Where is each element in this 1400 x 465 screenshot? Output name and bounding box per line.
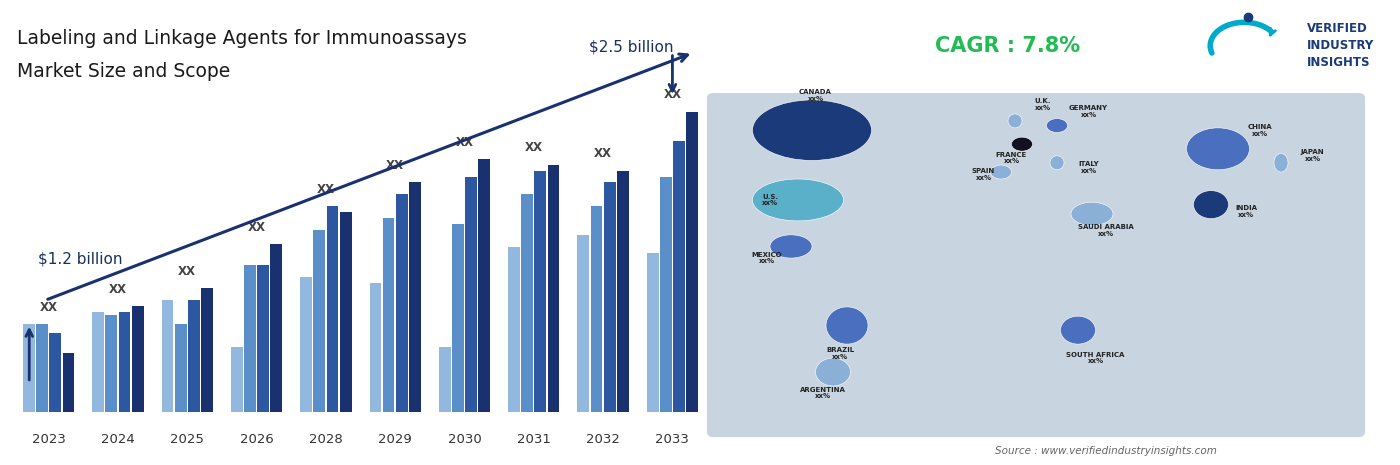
Text: XX: XX: [594, 147, 612, 160]
Ellipse shape: [753, 179, 843, 221]
Bar: [659, 177, 672, 412]
Text: 2030: 2030: [448, 433, 482, 446]
Bar: [132, 306, 144, 412]
Text: 2025: 2025: [171, 433, 204, 446]
Text: Labeling and Linkage Agents for Immunoassays: Labeling and Linkage Agents for Immunoas…: [17, 29, 468, 48]
Text: 2033: 2033: [655, 433, 689, 446]
Bar: [22, 324, 35, 412]
Text: XX: XX: [664, 88, 682, 101]
Bar: [603, 182, 616, 412]
Text: CANADA
xx%: CANADA xx%: [799, 89, 832, 102]
Text: SOUTH AFRICA
xx%: SOUTH AFRICA xx%: [1067, 352, 1124, 365]
Bar: [105, 315, 118, 412]
Text: 2024: 2024: [101, 433, 134, 446]
Text: 2032: 2032: [587, 433, 620, 446]
Ellipse shape: [991, 165, 1011, 179]
Ellipse shape: [753, 100, 871, 160]
Bar: [340, 212, 351, 412]
Text: $2.5 billion: $2.5 billion: [589, 40, 673, 54]
Bar: [49, 332, 62, 412]
Text: XX: XX: [386, 159, 405, 172]
Text: $1.2 billion: $1.2 billion: [38, 252, 123, 266]
Bar: [686, 112, 699, 412]
Bar: [409, 182, 421, 412]
Bar: [314, 230, 325, 412]
Bar: [508, 247, 519, 412]
Text: INDIA
xx%: INDIA xx%: [1235, 205, 1257, 218]
Bar: [36, 324, 48, 412]
Bar: [591, 206, 602, 412]
Bar: [175, 324, 186, 412]
Bar: [231, 347, 242, 412]
Ellipse shape: [1193, 191, 1229, 219]
Bar: [438, 347, 451, 412]
Text: XX: XX: [248, 221, 266, 234]
Ellipse shape: [1187, 128, 1249, 170]
Text: Market Size and Scope: Market Size and Scope: [17, 61, 231, 80]
Text: XX: XX: [525, 141, 543, 154]
Ellipse shape: [1008, 114, 1022, 128]
Bar: [382, 218, 395, 412]
Bar: [547, 165, 560, 412]
Bar: [673, 141, 685, 412]
Bar: [521, 194, 533, 412]
Bar: [244, 265, 256, 412]
Bar: [617, 171, 629, 412]
Bar: [188, 300, 200, 412]
Text: 2031: 2031: [517, 433, 550, 446]
Ellipse shape: [770, 235, 812, 258]
Text: VERIFIED
INDUSTRY
INSIGHTS: VERIFIED INDUSTRY INSIGHTS: [1306, 22, 1373, 69]
Ellipse shape: [815, 358, 851, 386]
Text: XX: XX: [39, 300, 57, 313]
Ellipse shape: [1011, 137, 1033, 151]
Bar: [396, 194, 407, 412]
Text: XX: XX: [316, 183, 335, 196]
Bar: [370, 283, 381, 412]
Bar: [258, 265, 269, 412]
Text: ITALY
xx%: ITALY xx%: [1078, 161, 1099, 174]
Bar: [465, 177, 477, 412]
Bar: [647, 253, 658, 412]
Ellipse shape: [1047, 119, 1067, 133]
Ellipse shape: [1050, 156, 1064, 170]
Text: XX: XX: [455, 135, 473, 148]
Text: CAGR : 7.8%: CAGR : 7.8%: [935, 36, 1081, 57]
Text: 2023: 2023: [32, 433, 66, 446]
Bar: [479, 159, 490, 412]
Text: GERMANY
xx%: GERMANY xx%: [1070, 105, 1107, 118]
Bar: [63, 353, 74, 412]
Text: 2028: 2028: [309, 433, 343, 446]
Text: BRAZIL
xx%: BRAZIL xx%: [826, 347, 854, 360]
Ellipse shape: [1071, 202, 1113, 226]
Bar: [92, 312, 104, 412]
Text: SAUDI ARABIA
xx%: SAUDI ARABIA xx%: [1078, 224, 1134, 237]
Text: 2029: 2029: [378, 433, 412, 446]
Ellipse shape: [1274, 153, 1288, 172]
Bar: [119, 312, 130, 412]
Bar: [452, 224, 463, 412]
Text: ARGENTINA
xx%: ARGENTINA xx%: [799, 386, 846, 399]
Ellipse shape: [1061, 316, 1095, 344]
Text: CHINA
xx%: CHINA xx%: [1247, 124, 1273, 137]
Text: 2026: 2026: [239, 433, 273, 446]
Text: FRANCE
xx%: FRANCE xx%: [995, 152, 1028, 165]
Text: MEXICO
xx%: MEXICO xx%: [752, 252, 781, 265]
Bar: [535, 171, 546, 412]
Text: Source : www.verifiedindustryinsights.com: Source : www.verifiedindustryinsights.co…: [995, 445, 1217, 456]
Bar: [326, 206, 339, 412]
Bar: [202, 288, 213, 412]
Text: SPAIN
xx%: SPAIN xx%: [972, 168, 995, 181]
Text: XX: XX: [109, 283, 127, 296]
Text: JAPAN
xx%: JAPAN xx%: [1301, 149, 1324, 162]
Bar: [577, 235, 589, 412]
Text: XX: XX: [178, 265, 196, 278]
Ellipse shape: [826, 307, 868, 344]
Bar: [270, 244, 283, 412]
Bar: [300, 277, 312, 412]
Text: U.K.
xx%: U.K. xx%: [1035, 98, 1051, 111]
Bar: [161, 300, 174, 412]
Text: U.S.
xx%: U.S. xx%: [762, 193, 778, 206]
FancyBboxPatch shape: [707, 93, 1365, 437]
